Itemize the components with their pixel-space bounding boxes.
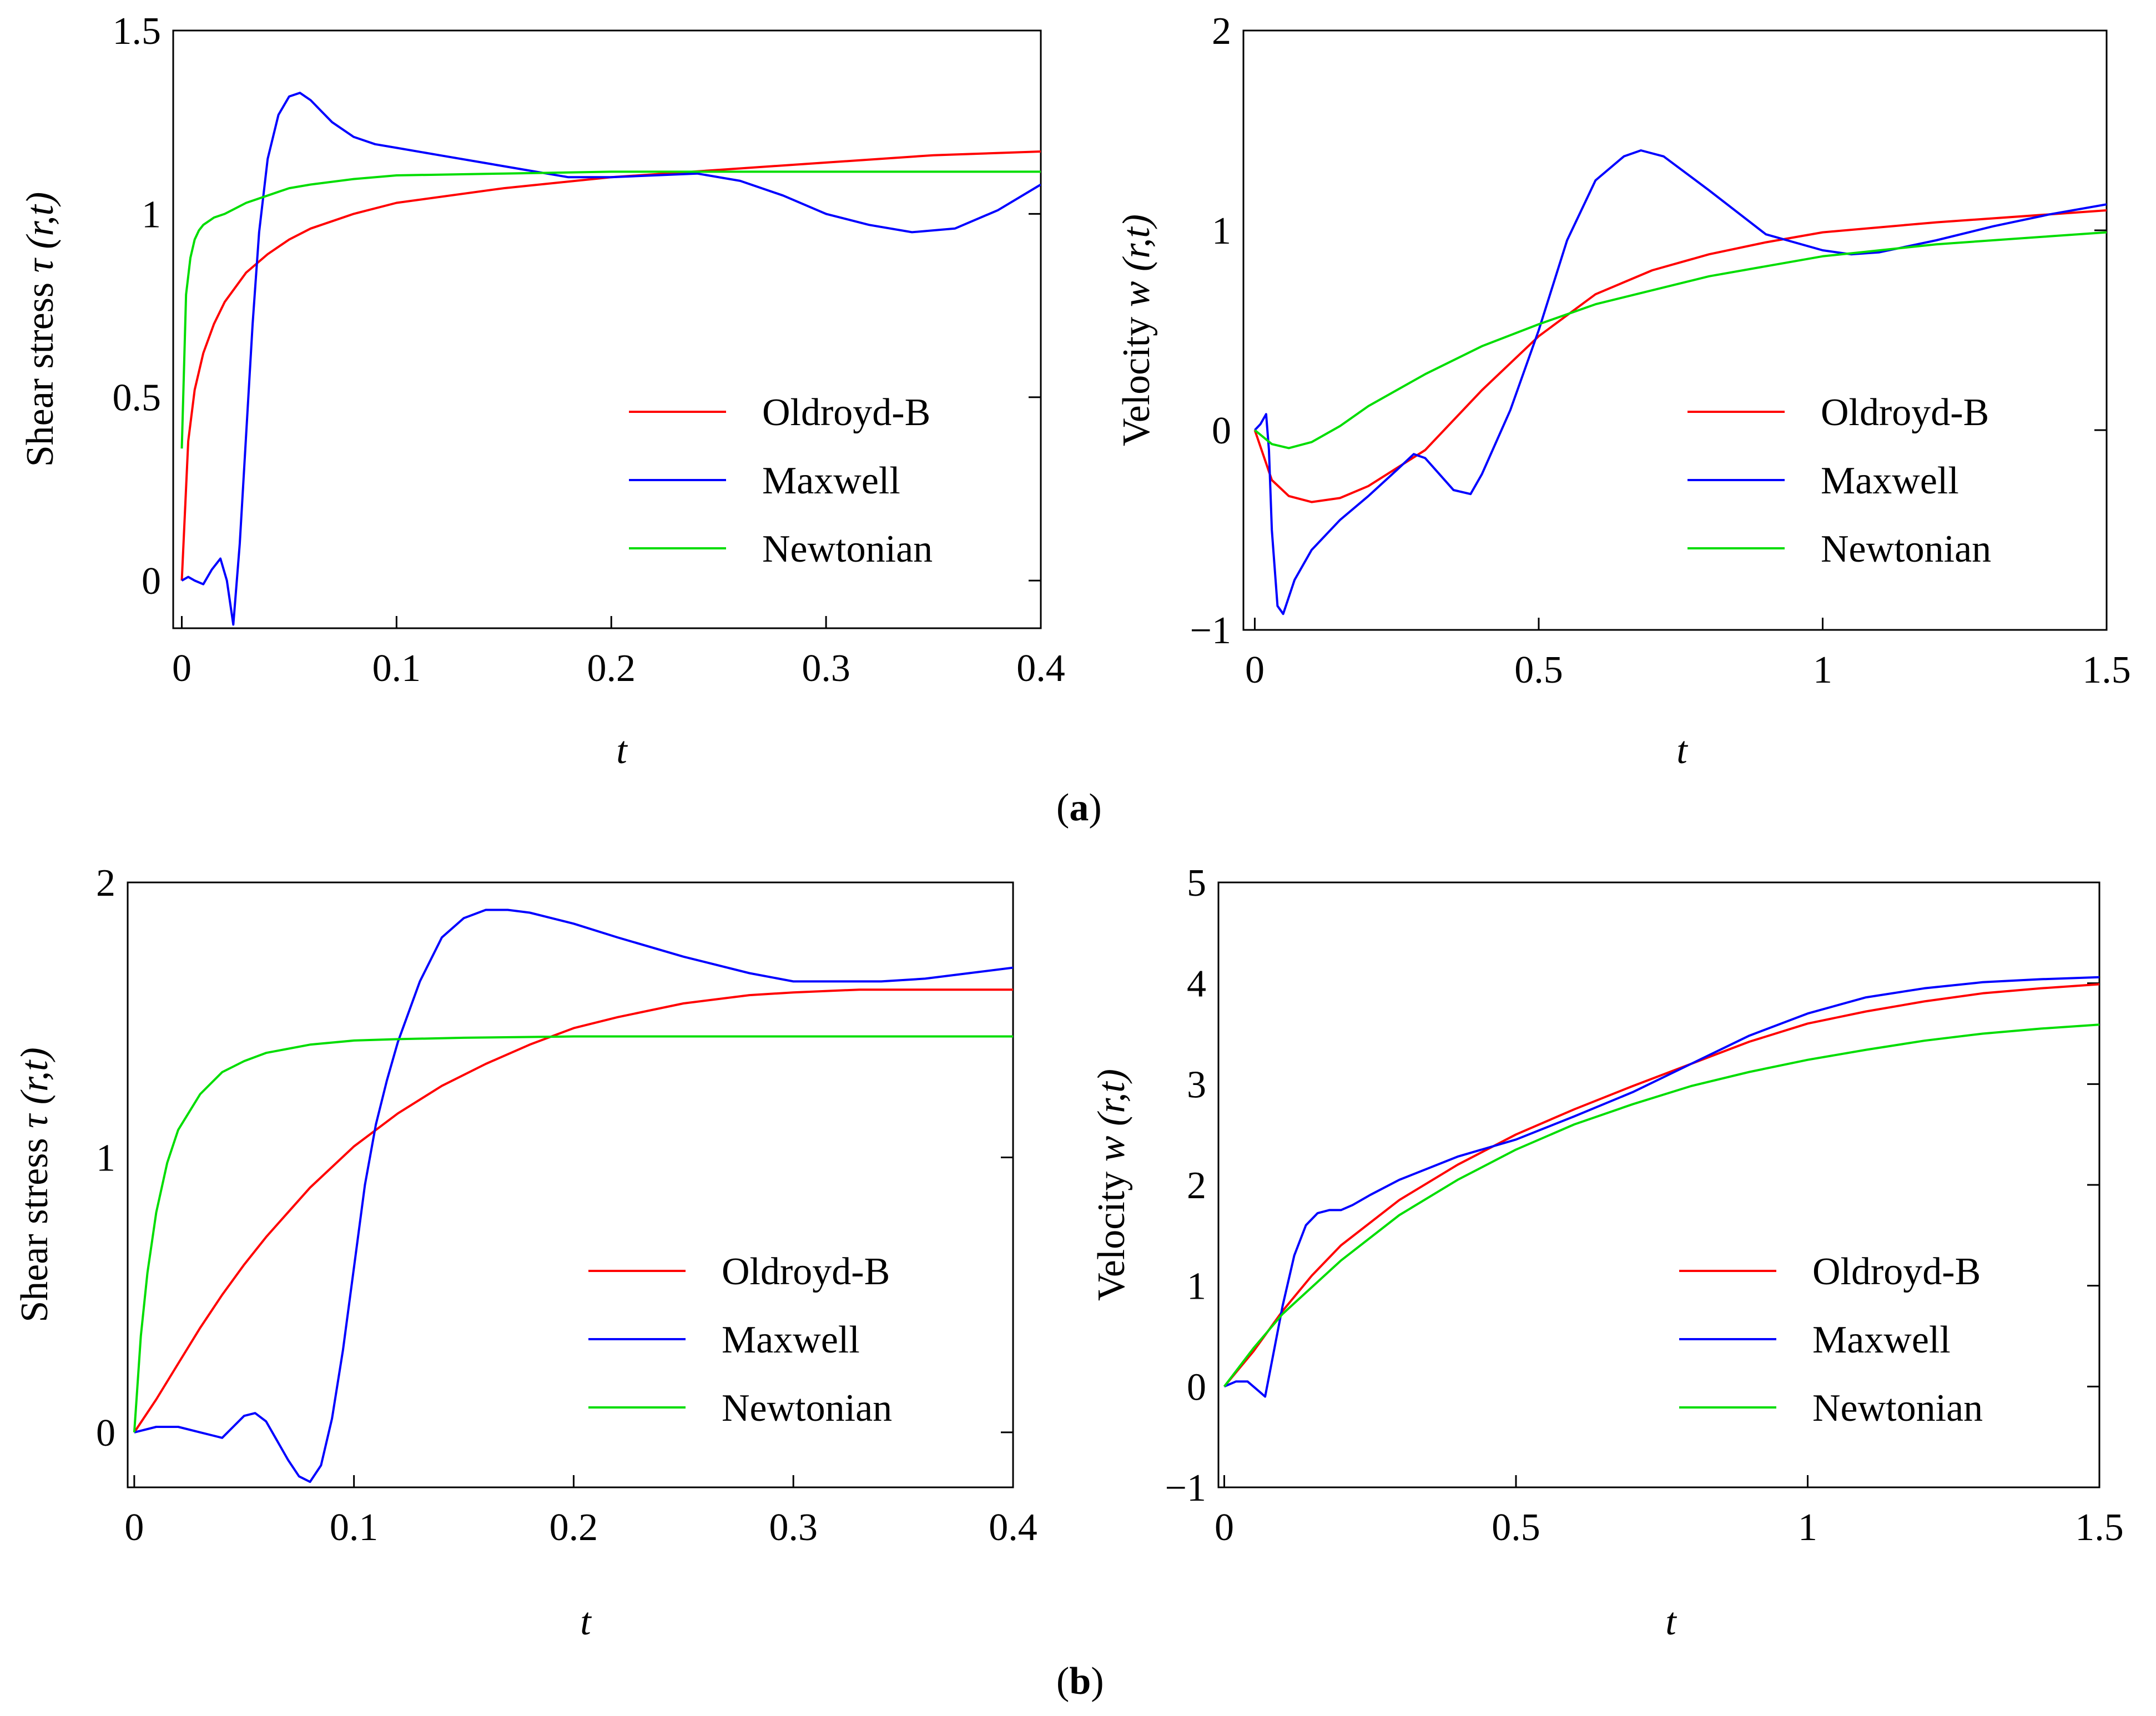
series-line-maxwell xyxy=(1223,976,2099,1398)
plot-frame xyxy=(1242,29,2108,631)
x-tick-label: 0 xyxy=(1215,1506,1234,1549)
legend-label: Newtonian xyxy=(762,528,933,571)
legend-label: Oldroyd-B xyxy=(762,391,930,434)
x-tick-label: 0.4 xyxy=(1016,647,1065,690)
y-tick-label: 1 xyxy=(1212,210,1231,253)
legend-label: Maxwell xyxy=(762,460,900,502)
legend-label: Newtonian xyxy=(1812,1387,1983,1430)
panel-label-close: ) xyxy=(1089,786,1102,829)
x-tick-label: 0.5 xyxy=(1492,1506,1540,1549)
legend-label: Newtonian xyxy=(722,1387,892,1430)
chart-3: 0 0.1 0.2 0.3 0.4 0 1 2 t Shear stress τ (r,t) Old… xyxy=(13,862,1037,1643)
series-line-newtonian xyxy=(1254,231,2107,450)
panel-label-open: ( xyxy=(1056,786,1070,829)
y-axis-label-symbol: w xyxy=(1090,1126,1133,1162)
legend-label: Oldroyd-B xyxy=(722,1250,890,1293)
y-axis-label-text: Velocity xyxy=(1090,1162,1133,1301)
y-tick-label: 5 xyxy=(1187,862,1206,905)
panel-label-close: ) xyxy=(1091,1660,1104,1703)
series-line-oldroyd-b xyxy=(1223,983,2099,1387)
series-line-maxwell xyxy=(181,92,1041,626)
legend-label: Newtonian xyxy=(1821,528,1991,571)
x-tick-label: 0 xyxy=(1245,649,1265,692)
x-axis-label: t xyxy=(1676,729,1688,772)
panel-label-open: ( xyxy=(1056,1660,1070,1703)
x-tick-label: 0.4 xyxy=(989,1506,1037,1549)
x-tick-label: 1 xyxy=(1798,1506,1817,1549)
y-tick-label: 1 xyxy=(142,193,161,236)
y-axis-label-text: Shear stress xyxy=(13,1128,56,1323)
y-tick-label: 2 xyxy=(1187,1164,1206,1207)
y-tick-label: 0 xyxy=(1187,1366,1206,1409)
series-line-newtonian xyxy=(180,170,1041,449)
legend-label: Maxwell xyxy=(1812,1319,1951,1361)
series-line-oldroyd-b xyxy=(180,150,1041,581)
series-line-maxwell xyxy=(1254,149,2107,615)
y-axis-label-symbol: τ xyxy=(13,1104,56,1128)
y-tick-label: 0 xyxy=(96,1412,115,1455)
panel-label-a: (a) xyxy=(1056,786,1102,830)
y-axis-label: Velocity w (r,t) xyxy=(1090,1069,1133,1301)
x-tick-label: 0 xyxy=(124,1506,144,1549)
y-tick-label: 4 xyxy=(1187,963,1206,1006)
x-axis-label: t xyxy=(580,1601,592,1643)
x-tick-label: 0.1 xyxy=(330,1506,379,1549)
y-axis-label-args: (r,t) xyxy=(13,1047,56,1104)
y-axis-label-text: Shear stress xyxy=(19,272,62,467)
y-tick-label: 3 xyxy=(1187,1063,1206,1106)
panel-label-b: (b) xyxy=(1056,1659,1104,1704)
x-tick-label: 1 xyxy=(1813,649,1832,692)
y-tick-label: 1.5 xyxy=(113,10,162,53)
panel-label-letter: b xyxy=(1069,1660,1091,1703)
x-tick-label: 0.3 xyxy=(769,1506,818,1549)
y-axis-label-symbol: w xyxy=(1115,271,1158,307)
x-tick-label: 0.2 xyxy=(587,647,636,690)
y-tick-label: 0 xyxy=(1212,410,1231,452)
y-axis-label: Shear stress τ (r,t) xyxy=(13,1047,56,1323)
y-axis-label: Shear stress τ (r,t) xyxy=(19,192,62,467)
y-tick-label: 1 xyxy=(96,1137,115,1179)
chart-2: 0 0.5 1 1.5 −1 0 1 2 t Velocity w (r,t) Oldroyd-B M… xyxy=(1115,10,2131,772)
y-axis-label: Velocity w (r,t) xyxy=(1115,214,1158,446)
x-axis-label: t xyxy=(616,729,628,772)
chart-1: 0 0.1 0.2 0.3 0.4 0 0.5 1 1.5 t Shear stress τ (r,… xyxy=(19,10,1065,772)
series-line-oldroyd-b xyxy=(133,988,1013,1434)
legend-label: Maxwell xyxy=(722,1319,860,1361)
y-tick-label: 1 xyxy=(1187,1265,1206,1308)
x-tick-label: 0.1 xyxy=(372,647,421,690)
y-axis-label-text: Velocity xyxy=(1115,307,1158,446)
legend-label: Oldroyd-B xyxy=(1812,1250,1981,1293)
y-tick-label: 2 xyxy=(96,862,115,905)
legend-label: Oldroyd-B xyxy=(1821,391,1989,434)
x-tick-label: 1.5 xyxy=(2075,1506,2124,1549)
x-tick-label: 0 xyxy=(172,647,192,690)
series-line-newtonian xyxy=(1223,1023,2099,1387)
plot-frame xyxy=(127,881,1014,1488)
x-tick-label: 0.5 xyxy=(1514,649,1563,692)
panel-label-letter: a xyxy=(1069,786,1089,829)
series-line-newtonian xyxy=(133,1035,1013,1433)
y-tick-label: 0 xyxy=(142,560,161,603)
y-axis-label-args: (r,t) xyxy=(19,192,62,249)
x-tick-label: 1.5 xyxy=(2082,649,2131,692)
y-axis-label-args: (r,t) xyxy=(1090,1069,1133,1126)
y-tick-label: 0.5 xyxy=(113,377,162,420)
x-tick-label: 0.3 xyxy=(802,647,850,690)
y-tick-label: 2 xyxy=(1212,10,1231,53)
plot-frame xyxy=(172,29,1042,629)
y-tick-label: −1 xyxy=(1190,609,1231,652)
x-tick-label: 0.2 xyxy=(550,1506,598,1549)
series-line-oldroyd-b xyxy=(1253,209,2107,503)
y-axis-label-args: (r,t) xyxy=(1115,214,1158,271)
y-tick-label: −1 xyxy=(1165,1467,1206,1510)
legend-label: Maxwell xyxy=(1821,460,1959,502)
series-line-maxwell xyxy=(134,909,1013,1483)
x-axis-label: t xyxy=(1665,1601,1677,1643)
y-axis-label-symbol: τ xyxy=(19,249,62,273)
